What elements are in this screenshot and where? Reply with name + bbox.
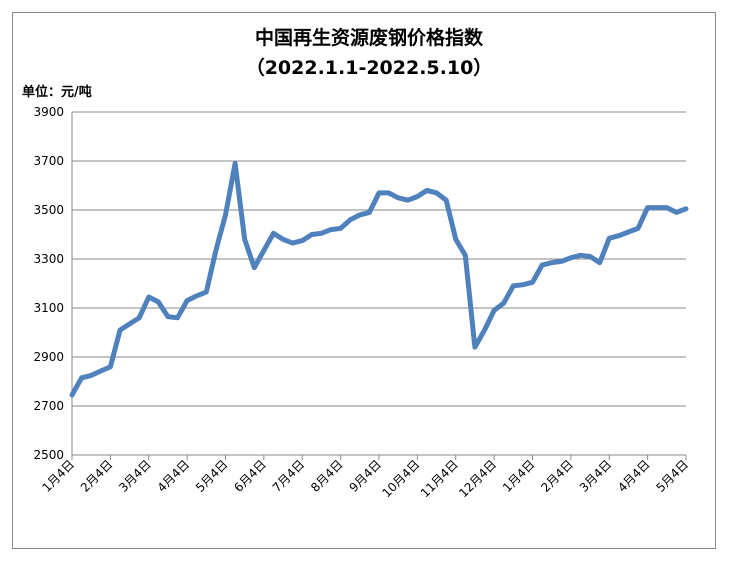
y-tick-label: 2500	[33, 448, 64, 462]
y-axis-label: 单位：元/吨	[22, 84, 92, 100]
chart-subtitle: （2022.1.1-2022.5.10）	[246, 56, 493, 79]
chart-border	[12, 12, 716, 549]
y-tick-label: 2700	[33, 399, 64, 413]
y-tick-label: 3900	[33, 105, 64, 119]
y-tick-label: 3100	[33, 301, 64, 315]
line-series	[69, 160, 689, 398]
y-tick-label: 3300	[33, 252, 64, 266]
chart-title: 中国再生资源废钢价格指数	[255, 26, 484, 49]
y-tick-label: 2900	[33, 350, 64, 364]
y-tick-label: 3700	[33, 154, 64, 168]
y-tick-label: 3500	[33, 203, 64, 217]
